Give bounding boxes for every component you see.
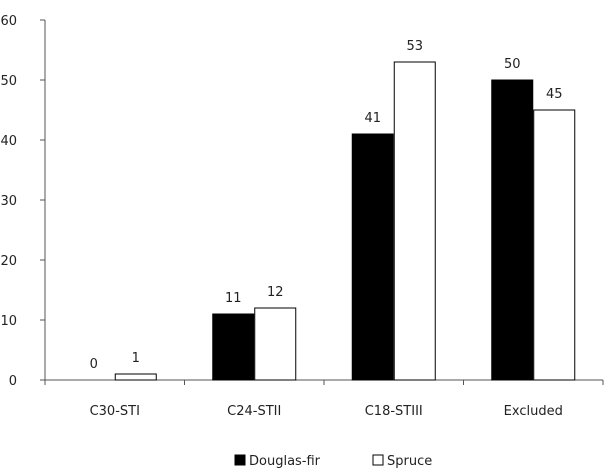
y-tick-label: 60 — [0, 14, 17, 29]
bar-douglas-fir — [491, 79, 534, 381]
legend: Douglas-fir Spruce — [234, 454, 432, 469]
y-tick-label: 40 — [0, 134, 17, 149]
legend-swatch — [372, 454, 384, 466]
legend-label: Douglas-fir — [249, 454, 321, 469]
data-label: 1 — [132, 351, 140, 366]
bar-spruce — [533, 109, 576, 381]
x-axis: C30-STI C24-STII C18-STIII Excluded — [44, 379, 604, 419]
y-axis: 0 10 20 30 40 50 60 — [0, 14, 46, 389]
y-tick-label: 0 — [9, 374, 17, 389]
y-tick-label: 30 — [0, 194, 17, 209]
data-label: 45 — [546, 87, 563, 102]
legend-label: Spruce — [387, 454, 432, 469]
y-tick-label: 50 — [0, 74, 17, 89]
bar-spruce — [114, 373, 157, 381]
data-label: 50 — [504, 57, 521, 72]
data-label: 11 — [225, 291, 242, 306]
bar-spruce — [254, 307, 297, 381]
bar-douglas-fir — [351, 133, 394, 381]
data-label: 41 — [364, 111, 381, 126]
data-label: 12 — [267, 285, 284, 300]
x-tick-label: C24-STII — [227, 404, 281, 419]
data-label: 53 — [406, 39, 423, 54]
x-tick-label: Excluded — [504, 404, 563, 419]
x-tick-label: C30-STI — [90, 404, 140, 419]
legend-swatch — [234, 454, 246, 466]
y-tick-label: 20 — [0, 254, 17, 269]
x-tick-label: C18-STIII — [365, 404, 423, 419]
bar-spruce — [393, 61, 436, 381]
bar-douglas-fir — [212, 313, 255, 381]
data-label: 0 — [90, 357, 98, 372]
y-tick-label: 10 — [0, 314, 17, 329]
